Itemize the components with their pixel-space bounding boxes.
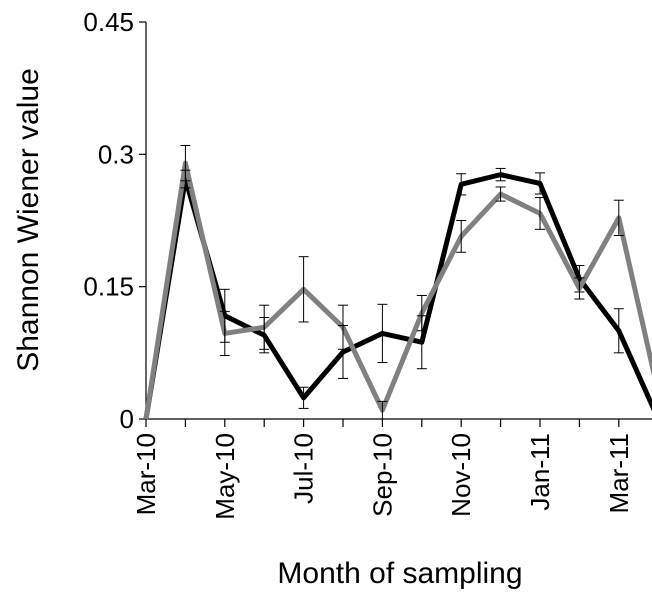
error-bar bbox=[535, 197, 545, 230]
error-bar bbox=[377, 400, 388, 420]
error-bar bbox=[338, 304, 348, 350]
x-tick-label: Nov-10 bbox=[446, 433, 476, 517]
x-tick-label: Jul-10 bbox=[289, 433, 319, 504]
error-bar bbox=[535, 172, 545, 195]
y-tick-label: 0 bbox=[120, 404, 134, 434]
series-line bbox=[143, 172, 652, 420]
error-bar bbox=[298, 386, 309, 409]
error-bar bbox=[180, 145, 191, 182]
y-tick-label: 0.45 bbox=[83, 7, 134, 37]
plot-area bbox=[143, 145, 652, 420]
y-axis-title: Shannon Wiener value bbox=[12, 68, 45, 372]
y-tick-label: 0.15 bbox=[83, 272, 134, 302]
error-bar bbox=[613, 308, 624, 354]
error-bar bbox=[495, 167, 506, 182]
x-tick-label: Mar-11 bbox=[604, 433, 634, 513]
x-tick-label: Sep-10 bbox=[367, 433, 397, 517]
error-bar bbox=[416, 294, 427, 332]
error-bar bbox=[377, 303, 388, 364]
error-bar bbox=[613, 199, 624, 236]
series-line bbox=[143, 160, 652, 420]
error-bar bbox=[574, 277, 585, 300]
x-tick-label: Mar-10 bbox=[131, 433, 161, 515]
y-tick-label: 0.3 bbox=[98, 139, 134, 169]
x-tick-label: May-10 bbox=[210, 433, 240, 520]
error-bar bbox=[495, 186, 506, 202]
error-bar bbox=[219, 310, 230, 356]
error-bar bbox=[298, 256, 309, 323]
x-axis-title: Month of sampling bbox=[277, 557, 522, 590]
error-bar bbox=[259, 304, 270, 350]
error-bar bbox=[456, 173, 467, 196]
x-tick-label: Jan-11 bbox=[525, 433, 555, 511]
error-bar bbox=[456, 220, 467, 253]
